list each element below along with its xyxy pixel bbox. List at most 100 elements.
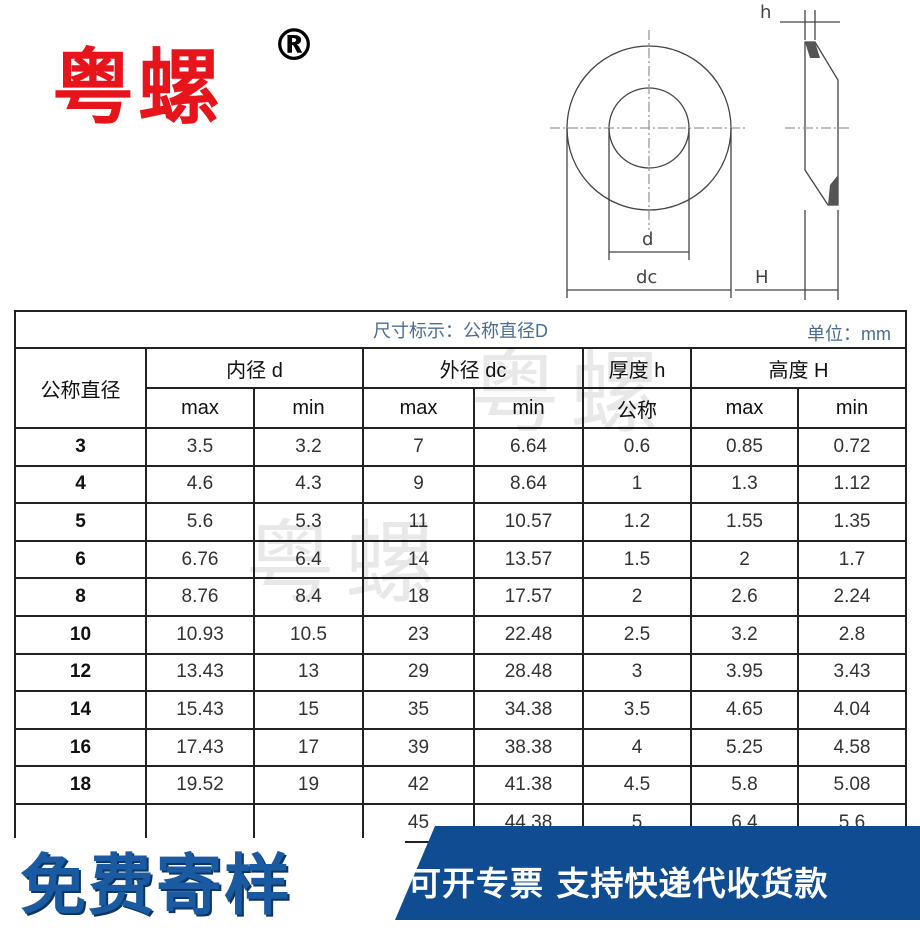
value-cell: 3.95 [690,652,799,693]
value-cell: 7 [362,427,475,467]
sub-min: min [473,387,584,429]
nominal-cell [14,802,147,843]
value-cell: 6.4 [253,539,364,580]
value-cell: 34.38 [473,690,584,730]
table-row: 4 4.6 4.3 9 8.64 1 1.3 1.12 [14,464,907,505]
value-cell: 41.38 [473,765,584,805]
nominal-cell: 8 [14,577,147,617]
sub-min: min [797,387,907,429]
nominal-cell: 18 [14,765,147,805]
value-cell: 0.6 [582,427,692,467]
washer-drawing: h d dc H [550,2,850,300]
value-cell: 1.3 [690,464,799,505]
nominal-cell: 4 [14,464,147,505]
value-cell: 4.6 [145,464,255,505]
label-h: h [760,2,771,23]
value-cell: 2 [582,577,692,617]
sub-min: min [253,387,364,429]
sub-max: max [145,387,255,429]
value-cell: 2.5 [582,614,692,655]
value-cell: 4 [582,727,692,768]
table-title: 尺寸标示：公称直径D [373,320,548,341]
value-cell: 1.55 [690,502,799,542]
value-cell: 3.5 [582,690,692,730]
value-cell: 8.76 [145,577,255,617]
value-cell: 5.25 [690,727,799,768]
value-cell: 5.08 [797,765,907,805]
sub-max: max [690,387,799,429]
value-cell: 3.2 [253,427,364,467]
nominal-cell: 14 [14,690,147,730]
label-dc: dc [636,267,657,288]
value-cell: 3.2 [690,614,799,655]
value-cell: 1.5 [582,539,692,580]
value-cell: 39 [362,727,475,768]
label-H: H [755,267,769,288]
value-cell: 3.5 [145,427,255,467]
value-cell: 4.65 [690,690,799,730]
registered-mark: ® [272,20,316,71]
invoice-delivery-text: 可开专票 支持快递代收货款 [408,864,829,903]
value-cell: 28.48 [473,652,584,693]
value-cell: 11 [362,502,475,542]
brand-logo: 粤螺 [52,41,225,136]
header-nominal: 公称直径 [14,347,147,429]
value-cell: 0.72 [797,427,907,467]
value-cell: 13 [253,652,364,693]
value-cell: 3.43 [797,652,907,693]
nominal-cell: 6 [14,539,147,580]
watermark: 粤螺 [470,341,670,446]
value-cell: 5.8 [690,765,799,805]
value-cell: 1.12 [797,464,907,505]
nominal-cell: 12 [14,652,147,693]
value-cell: 17 [253,727,364,768]
nominal-cell: 3 [14,427,147,467]
value-cell: 9 [362,464,475,505]
header-height: 高度 H [690,347,907,389]
value-cell: 15 [253,690,364,730]
nominal-cell: 5 [14,502,147,542]
spec-table: 尺寸标示：公称直径D 单位：mm 公称直径 内径 d 外径 dc 厚度 h 高度… [14,310,907,843]
value-cell: 1.35 [797,502,907,542]
value-cell: 29 [362,652,475,693]
value-cell: 2.6 [690,577,799,617]
value-cell: 13.43 [145,652,255,693]
value-cell: 1.7 [797,539,907,580]
unit-label: 单位：mm [807,324,891,344]
value-cell: 13.57 [473,539,584,580]
value-cell: 10.5 [253,614,364,655]
value-cell: 38.38 [473,727,584,768]
value-cell: 3 [582,652,692,693]
value-cell: 4.04 [797,690,907,730]
blue-banner [395,826,920,920]
value-cell: 2.8 [797,614,907,655]
value-cell: 6.76 [145,539,255,580]
header-thickness: 厚度 h [582,347,692,389]
value-cell: 5.3 [253,502,364,542]
value-cell: 18 [362,577,475,617]
free-sample-text: 免费寄样 [20,847,292,924]
table-row: 10 10.93 10.5 23 22.48 2.5 3.2 2.8 [14,614,907,655]
value-cell: 10.57 [473,502,584,542]
value-cell: 35 [362,690,475,730]
value-cell: 17.43 [145,727,255,768]
value-cell: 17.57 [473,577,584,617]
value-cell: 4.58 [797,727,907,768]
table-row: 6 6.76 6.4 14 13.57 1.5 2 1.7 [14,539,907,580]
nominal-cell: 16 [14,727,147,768]
value-cell: 5.6 [145,502,255,542]
value-cell: 23 [362,614,475,655]
promo-banner [0,838,405,933]
table-row: 18 19.52 19 42 41.38 4.5 5.8 5.08 [14,765,907,805]
table-row: 16 17.43 17 39 38.38 4 5.25 4.58 [14,727,907,768]
sub-nominal: 公称 [582,387,692,429]
value-cell: 22.48 [473,614,584,655]
value-cell: 8.64 [473,464,584,505]
table-row: 3 3.5 3.2 7 6.64 0.6 0.85 0.72 [14,427,907,467]
sub-max: max [362,387,475,429]
value-cell: 19.52 [145,765,255,805]
nominal-cell: 10 [14,614,147,655]
value-cell: 8.4 [253,577,364,617]
value-cell: 14 [362,539,475,580]
header-outer: 外径 dc [362,347,584,389]
